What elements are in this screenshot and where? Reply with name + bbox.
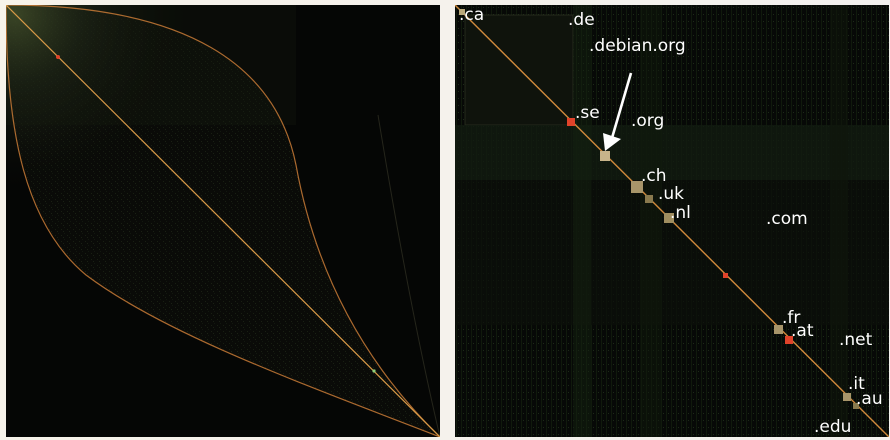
cluster-debian <box>600 151 610 161</box>
arrow-shaft <box>610 72 633 139</box>
label-se: .se <box>575 103 600 123</box>
cluster-it <box>843 393 851 401</box>
stripe-3 <box>830 5 848 437</box>
label-debian-org: .debian.org <box>589 36 686 56</box>
label-nl: .nl <box>670 203 691 223</box>
cluster-fr <box>774 325 783 334</box>
cluster-au <box>853 403 859 409</box>
cluster-mid <box>723 273 728 278</box>
diagonal-dot <box>56 55 60 59</box>
label-it: .it <box>848 374 865 394</box>
band-com <box>455 180 889 325</box>
label-edu: .edu <box>814 417 852 437</box>
cluster-at <box>785 336 793 344</box>
label-ca: .ca <box>459 5 485 25</box>
upper-band <box>6 5 296 125</box>
stripe-2 <box>640 5 662 437</box>
leaf-envelope-upper <box>6 5 440 437</box>
label-com: .com <box>766 209 808 229</box>
arrow-head <box>603 133 621 151</box>
label-at: .at <box>791 321 814 341</box>
right-matrix-graphic <box>455 5 889 437</box>
left-matrix-panel <box>6 5 440 437</box>
cluster-nl <box>664 213 674 223</box>
right-matrix-panel: .ca .de .debian.org .se .org .ch .uk .nl… <box>455 5 889 437</box>
diagonal-line <box>6 5 440 437</box>
left-matrix-graphic <box>6 5 440 437</box>
leaf-envelope-lower <box>6 5 440 437</box>
cluster-uk <box>645 195 653 203</box>
cluster-ca <box>459 9 465 15</box>
stripe-1 <box>573 5 591 437</box>
label-ch: .ch <box>641 166 667 186</box>
label-uk: .uk <box>658 184 685 204</box>
label-net: .net <box>839 330 873 350</box>
diagonal-dot-2 <box>372 369 376 373</box>
band-org <box>455 125 889 180</box>
cluster-ch <box>631 181 643 193</box>
label-de: .de <box>568 10 595 30</box>
cluster-se <box>567 118 575 126</box>
label-fr: .fr <box>782 308 801 328</box>
label-au: .au <box>856 389 883 409</box>
faint-curve <box>377 114 440 437</box>
label-org: .org <box>631 111 665 131</box>
